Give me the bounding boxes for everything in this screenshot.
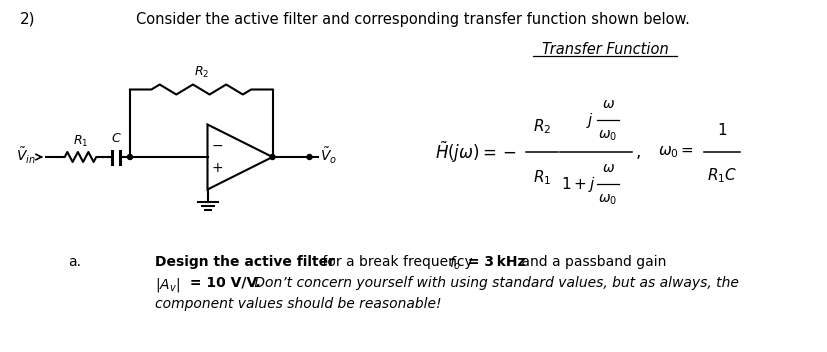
Text: $\omega_0=$: $\omega_0=$ xyxy=(658,144,694,160)
Text: = 3 kHz: = 3 kHz xyxy=(463,255,525,269)
Text: $|A_v|$: $|A_v|$ xyxy=(155,276,180,294)
Text: $\tilde{V}_{in}$: $\tilde{V}_{in}$ xyxy=(17,146,36,166)
Text: $\tilde{V}_o$: $\tilde{V}_o$ xyxy=(319,146,337,166)
Text: Design the active filter: Design the active filter xyxy=(155,255,335,269)
Text: and a passband gain: and a passband gain xyxy=(517,255,667,269)
Text: Consider the active filter and corresponding transfer function shown below.: Consider the active filter and correspon… xyxy=(136,12,690,27)
Text: 2): 2) xyxy=(20,12,36,27)
Circle shape xyxy=(270,155,275,159)
Text: $f_o$: $f_o$ xyxy=(449,255,461,272)
Text: a.: a. xyxy=(68,255,81,269)
Text: $j$: $j$ xyxy=(586,111,594,130)
Text: $R_2$: $R_2$ xyxy=(533,117,551,136)
Text: $C$: $C$ xyxy=(111,132,122,145)
Text: = 10 V/V.: = 10 V/V. xyxy=(185,276,261,290)
Text: component values should be reasonable!: component values should be reasonable! xyxy=(155,297,442,311)
Circle shape xyxy=(127,155,132,159)
Text: ,: , xyxy=(636,143,642,161)
Text: $1+j$: $1+j$ xyxy=(561,175,595,194)
Text: $\tilde{H}(j\omega)=-$: $\tilde{H}(j\omega)=-$ xyxy=(435,139,517,165)
Circle shape xyxy=(307,155,312,159)
Text: Don’t concern yourself with using standard values, but as always, the: Don’t concern yourself with using standa… xyxy=(250,276,739,290)
Text: $R_2$: $R_2$ xyxy=(194,65,209,81)
Text: $R_1$: $R_1$ xyxy=(533,168,551,187)
Text: $\omega_0$: $\omega_0$ xyxy=(599,193,618,207)
Text: +: + xyxy=(212,161,223,175)
Text: $R_1C$: $R_1C$ xyxy=(707,166,737,185)
Text: $\omega$: $\omega$ xyxy=(601,161,614,175)
Text: $R_1$: $R_1$ xyxy=(73,134,88,149)
Text: $1$: $1$ xyxy=(717,122,727,138)
Text: $\omega_0$: $\omega_0$ xyxy=(599,129,618,143)
Text: for a break frequency: for a break frequency xyxy=(318,255,477,269)
Text: $\omega$: $\omega$ xyxy=(601,97,614,111)
Text: −: − xyxy=(212,139,223,153)
Text: Transfer Function: Transfer Function xyxy=(542,42,668,57)
